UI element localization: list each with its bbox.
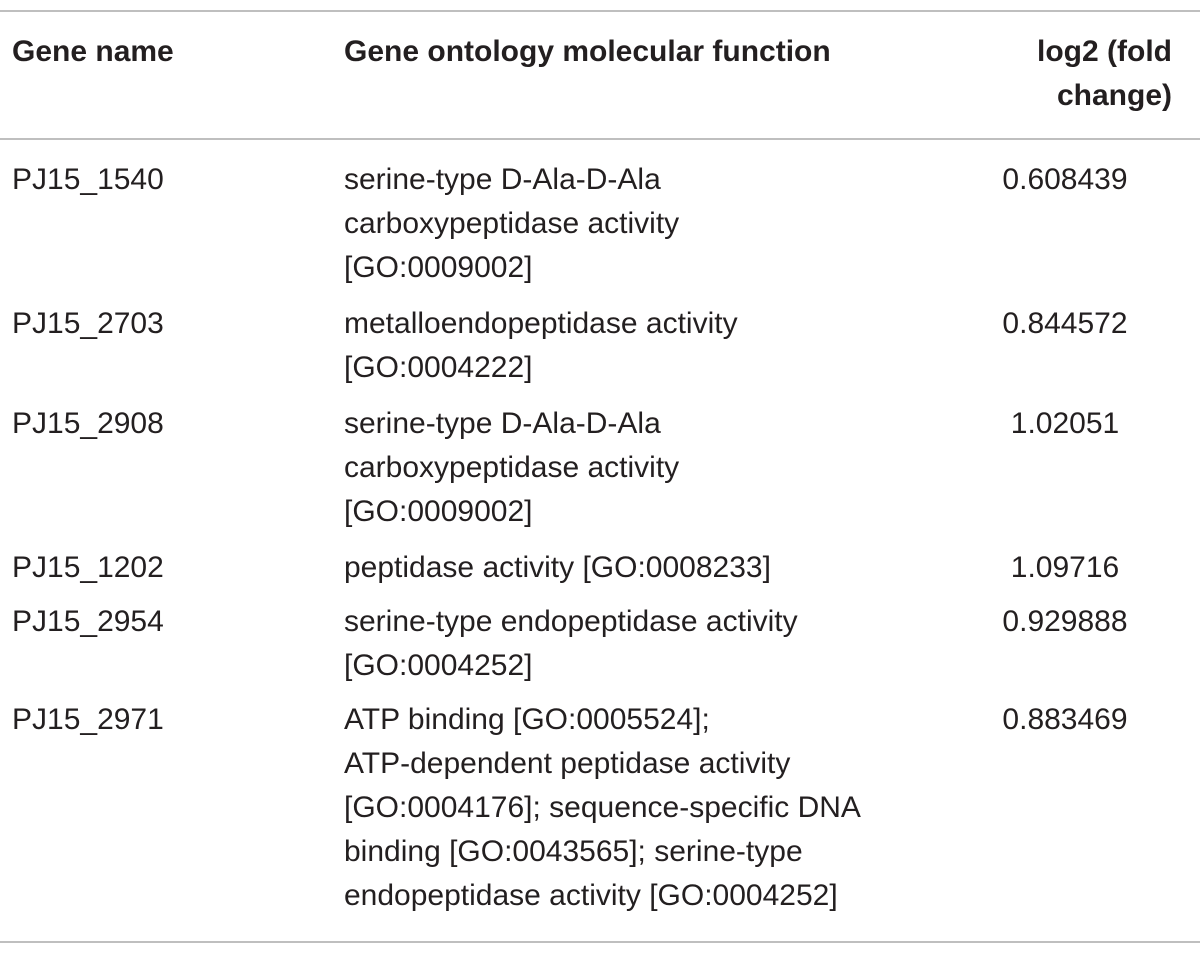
table-top-rule (0, 10, 1200, 12)
row-2-gene: PJ15_2703 (12, 307, 164, 340)
row-4-gene: PJ15_1202 (12, 551, 164, 584)
row-3-gene: PJ15_2908 (12, 407, 164, 440)
row-1-gene: PJ15_1540 (12, 163, 164, 196)
row-1-go: serine-type D-Ala-D-Ala carboxypeptidase… (344, 163, 680, 284)
row-5-gene: PJ15_2954 (12, 605, 164, 638)
row-3-go: serine-type D-Ala-D-Ala carboxypeptidase… (344, 407, 680, 528)
row-4-go: peptidase activity [GO:0008233] (344, 551, 771, 584)
table-header-rule (0, 138, 1200, 140)
row-5-fold-change: 0.929888 (1002, 605, 1128, 638)
row-6-fold-change: 0.883469 (1002, 703, 1128, 736)
table-bottom-rule (0, 941, 1200, 943)
row-2-go: metalloendopeptidase activity [GO:000422… (344, 307, 738, 384)
row-4-fold-change: 1.09716 (1010, 551, 1120, 584)
header-go-function: Gene ontology molecular function (344, 35, 831, 68)
row-3-fold-change: 1.02051 (1010, 407, 1120, 440)
header-gene-name: Gene name (12, 35, 174, 68)
row-6-go: ATP binding [GO:0005524]; ATP-dependent … (344, 703, 861, 912)
header-fold-change: log2 (fold change) (1037, 35, 1172, 112)
row-5-go: serine-type endopeptidase activity [GO:0… (344, 605, 798, 682)
row-6-gene: PJ15_2971 (12, 703, 164, 736)
row-1-fold-change: 0.608439 (1002, 163, 1128, 196)
row-2-fold-change: 0.844572 (1002, 307, 1128, 340)
